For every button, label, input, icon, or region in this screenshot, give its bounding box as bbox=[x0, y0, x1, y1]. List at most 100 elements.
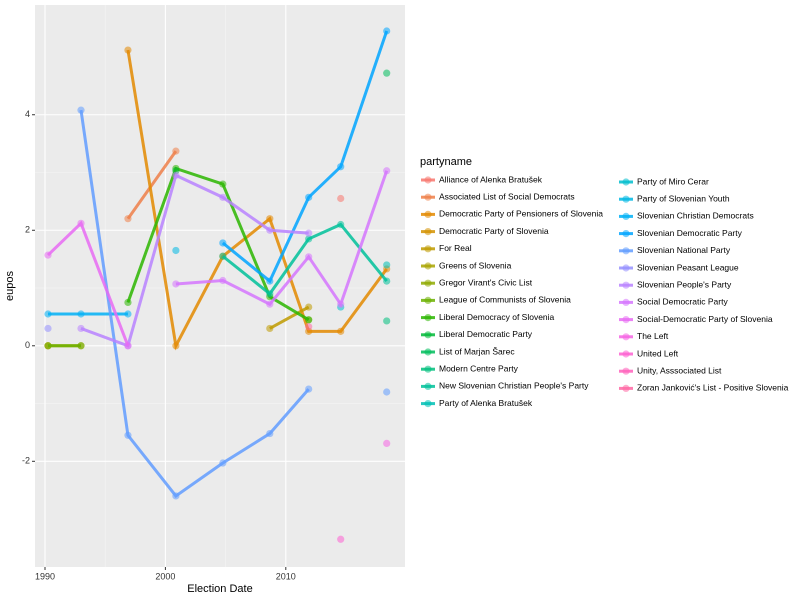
legend-label: New Slovenian Christian People's Party bbox=[439, 381, 589, 391]
legend-label: Slovenian People's Party bbox=[637, 279, 732, 289]
data-point bbox=[266, 226, 274, 234]
data-point bbox=[337, 327, 345, 335]
data-point bbox=[44, 310, 52, 318]
data-point bbox=[383, 69, 391, 77]
x-tick-label: 2000 bbox=[155, 571, 175, 581]
panel bbox=[35, 5, 405, 567]
data-point bbox=[124, 342, 132, 350]
data-point bbox=[219, 276, 227, 285]
data-point bbox=[219, 193, 227, 201]
y-tick-label: 4 bbox=[25, 109, 30, 119]
data-point bbox=[305, 235, 313, 243]
data-point bbox=[124, 46, 132, 54]
legend-label: Slovenian Peasant League bbox=[637, 262, 739, 272]
series-line bbox=[269, 305, 310, 330]
data-point bbox=[305, 193, 313, 201]
legend-label: Unity, Asssociated List bbox=[637, 365, 722, 375]
data-point bbox=[383, 439, 391, 447]
legend-label: Zoran Janković's List - Positive Sloveni… bbox=[637, 383, 789, 393]
data-point bbox=[337, 535, 345, 543]
data-point bbox=[219, 180, 227, 188]
legend-label: Social Democratic Party bbox=[637, 297, 728, 307]
legend-label: Gregor Virant's Civic List bbox=[439, 277, 533, 287]
data-point bbox=[44, 342, 52, 350]
legend-key bbox=[622, 247, 630, 255]
data-point bbox=[172, 492, 180, 500]
legend-label: Modern Centre Party bbox=[439, 363, 519, 373]
data-point bbox=[305, 323, 313, 331]
data-point bbox=[383, 277, 391, 285]
legend-label: Greens of Slovenia bbox=[439, 260, 512, 270]
legend-key bbox=[424, 348, 432, 356]
legend-key bbox=[424, 210, 432, 218]
legend-key bbox=[622, 178, 630, 186]
legend-label: Party of Miro Cerar bbox=[637, 176, 709, 186]
data-point bbox=[305, 316, 313, 324]
legend-label: Party of Slovenian Youth bbox=[637, 193, 730, 203]
data-point bbox=[124, 310, 132, 318]
data-point bbox=[172, 147, 180, 155]
data-point bbox=[383, 317, 391, 325]
series-line bbox=[175, 170, 389, 308]
legend-label: Democratic Party of Slovenia bbox=[439, 226, 549, 236]
data-point bbox=[305, 253, 313, 261]
data-point bbox=[266, 277, 274, 285]
data-point bbox=[266, 300, 274, 308]
series-line bbox=[126, 150, 178, 220]
legend-label: Democratic Party of Pensioners of Sloven… bbox=[439, 209, 603, 219]
legend-key bbox=[622, 384, 630, 392]
data-point bbox=[266, 215, 274, 223]
legend-key bbox=[424, 193, 432, 201]
legend-label: Party of Alenka Bratušek bbox=[439, 398, 533, 408]
data-point bbox=[383, 261, 391, 269]
legend-label: United Left bbox=[637, 348, 679, 358]
legend-key bbox=[622, 212, 630, 220]
x-tick-label: 1990 bbox=[35, 571, 55, 581]
data-point bbox=[337, 300, 345, 308]
data-point bbox=[124, 431, 132, 439]
legend-key bbox=[622, 333, 630, 341]
data-point bbox=[383, 167, 391, 175]
legend-label: For Real bbox=[439, 243, 472, 253]
data-point bbox=[77, 324, 85, 333]
legend-key bbox=[424, 228, 432, 236]
legend-label: Alliance of Alenka Bratušek bbox=[439, 174, 543, 184]
data-point bbox=[337, 163, 345, 171]
data-point bbox=[266, 290, 274, 298]
legend-key bbox=[424, 400, 432, 408]
data-point bbox=[77, 342, 85, 350]
legend-label: League of Communists of Slovenia bbox=[439, 295, 571, 305]
legend-key bbox=[424, 262, 432, 270]
data-point bbox=[77, 106, 85, 114]
data-point bbox=[337, 194, 345, 203]
data-point bbox=[172, 280, 180, 288]
legend-key bbox=[424, 331, 432, 339]
data-point bbox=[77, 310, 85, 318]
data-point bbox=[44, 324, 52, 333]
legend-key bbox=[622, 367, 630, 375]
data-point bbox=[383, 27, 391, 35]
legend-key bbox=[622, 316, 630, 324]
legend-key bbox=[424, 365, 432, 373]
legend-label: Slovenian National Party bbox=[637, 245, 731, 255]
y-tick-label: -2 bbox=[22, 456, 30, 466]
data-point bbox=[305, 385, 313, 393]
legend-key bbox=[424, 382, 432, 390]
legend-key bbox=[424, 279, 432, 287]
data-point bbox=[383, 388, 391, 396]
data-point bbox=[219, 252, 227, 260]
data-point bbox=[44, 251, 52, 259]
legend-key bbox=[622, 281, 630, 289]
legend-key bbox=[622, 230, 630, 238]
y-tick-label: 2 bbox=[25, 225, 30, 235]
data-point bbox=[77, 219, 85, 227]
data-point bbox=[305, 303, 313, 311]
data-point bbox=[266, 429, 274, 438]
data-point bbox=[337, 220, 345, 229]
legend-label: Associated List of Social Democrats bbox=[439, 191, 575, 201]
legend-label: The Left bbox=[637, 331, 669, 341]
legend-key bbox=[424, 314, 432, 322]
data-point bbox=[124, 298, 132, 307]
legend-key bbox=[424, 245, 432, 253]
